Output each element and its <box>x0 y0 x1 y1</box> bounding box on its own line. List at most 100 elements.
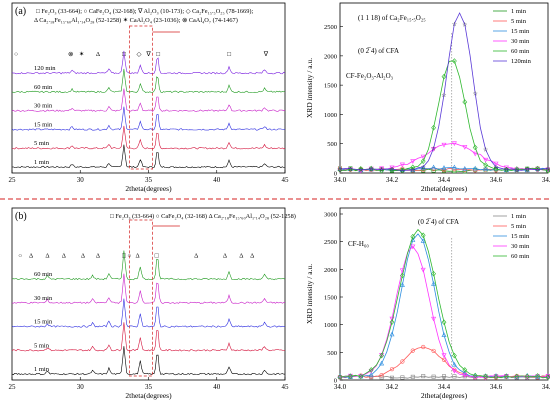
data-point: ☆ <box>493 164 498 171</box>
data-point: ☆ <box>421 164 426 171</box>
x-tick-label: 30 <box>77 383 85 391</box>
data-point <box>441 142 447 148</box>
data-point <box>410 164 416 171</box>
legend-label: 5 min <box>511 223 527 230</box>
annotation: (0 2̅ 4) of CFA <box>358 47 399 55</box>
data-point <box>504 373 509 379</box>
data-point <box>420 238 426 243</box>
data-point <box>420 267 426 273</box>
highlight-box <box>129 219 153 377</box>
x-tick-label: 40 <box>213 383 221 391</box>
data-point <box>399 282 405 287</box>
series-line <box>339 60 549 172</box>
data-point <box>462 367 468 373</box>
legend-label: 1 min <box>511 213 527 220</box>
y-tick-label: 3000 <box>324 212 337 219</box>
data-point <box>545 167 550 174</box>
data-point <box>399 162 405 168</box>
data-point <box>535 373 540 379</box>
data-point <box>483 166 489 171</box>
phase-marker: Δ <box>239 253 243 260</box>
data-point: ☆ <box>483 147 488 154</box>
y-tick-label: 1500 <box>324 295 337 302</box>
data-point <box>410 233 416 240</box>
data-point <box>389 165 395 171</box>
x-tick-label: 35 <box>145 383 153 391</box>
data-point: ☆ <box>452 21 457 28</box>
data-point: ☆ <box>358 167 363 174</box>
data-point <box>379 375 384 380</box>
series-label: 5 min <box>34 342 50 349</box>
series-label: 60 min <box>34 84 53 91</box>
y-tick-label: 500 <box>327 141 337 148</box>
phase-marker: ∇ <box>145 50 151 58</box>
x-tick-label: 34.4 <box>438 176 451 184</box>
data-point <box>441 165 447 170</box>
series-label: 1 min <box>34 159 50 166</box>
series-line <box>11 125 286 150</box>
phase-marker: □ <box>122 253 126 260</box>
series-label: 15 min <box>34 121 53 128</box>
data-point <box>379 166 385 172</box>
phase-marker: □ <box>122 51 126 58</box>
data-point <box>420 165 426 170</box>
y-tick-label: 2000 <box>324 267 337 274</box>
annotation: (1 1 18) of Ca₂Fe₁₅.₅O₂₅ <box>358 14 426 22</box>
data-point <box>389 319 395 325</box>
data-point: ☆ <box>514 167 519 174</box>
legend-label: 30 min <box>511 38 530 45</box>
y-tick-label: 1000 <box>324 112 337 119</box>
data-point: ☆ <box>379 167 384 174</box>
panel-label-a: (a) <box>15 6 26 17</box>
legend-label: 120min <box>511 58 532 65</box>
phase-marker: Δ <box>223 253 227 260</box>
data-point <box>400 359 405 364</box>
x-tick-label: 45 <box>282 176 290 184</box>
annotation: (0 2̅ 4) of CFA <box>418 218 459 226</box>
series-line <box>11 144 285 169</box>
x-tick-label: 34.2 <box>386 176 399 184</box>
highlight-box <box>129 25 153 170</box>
data-point <box>368 372 374 377</box>
data-point: ☆ <box>535 167 540 174</box>
panel-label-b: (b) <box>15 211 27 222</box>
series-label: 5 min <box>34 140 50 147</box>
data-point <box>441 168 447 173</box>
phase-marker: ✶ <box>79 50 85 58</box>
data-point <box>410 348 415 353</box>
phase-marker: Δ <box>135 253 139 260</box>
phase-marker: ○ <box>18 253 22 260</box>
data-point <box>379 167 384 174</box>
series-line <box>11 322 286 352</box>
annotation: CF-Fe₂O₃-Al₂O₃ <box>346 72 394 80</box>
series-line <box>11 88 286 112</box>
legend-label: 15 min <box>511 233 530 240</box>
y-axis-label: XRD intensity / a.u. <box>305 58 314 118</box>
data-point <box>524 166 530 173</box>
x-tick-label: 35 <box>145 176 153 184</box>
x-axis-label: 2theta(degrees) <box>125 391 172 400</box>
series-label: 15 min <box>34 319 53 326</box>
series-line <box>11 106 286 131</box>
data-point <box>452 352 457 359</box>
y-tick-label: 2500 <box>324 239 337 246</box>
data-point <box>535 165 540 172</box>
data-point: ☆ <box>400 168 405 175</box>
x-tick-label: 34.6 <box>490 383 503 391</box>
data-point: ☆ <box>431 146 436 153</box>
x-tick-label: 45 <box>282 383 290 391</box>
series-line <box>339 346 549 379</box>
data-point <box>420 232 426 239</box>
x-tick-label: 25 <box>9 383 17 391</box>
annotation: CF-H₆₀ <box>348 240 369 248</box>
data-point <box>462 99 468 105</box>
data-point <box>379 352 384 359</box>
phase-marker: ⊗ <box>68 51 74 58</box>
y-tick-label: 1000 <box>324 322 337 329</box>
data-point <box>389 375 394 380</box>
data-point <box>358 373 364 380</box>
phase-marker: □ <box>156 51 160 58</box>
data-point: ☆ <box>462 22 467 29</box>
data-point <box>431 374 436 379</box>
phase-marker: Δ <box>29 253 33 260</box>
